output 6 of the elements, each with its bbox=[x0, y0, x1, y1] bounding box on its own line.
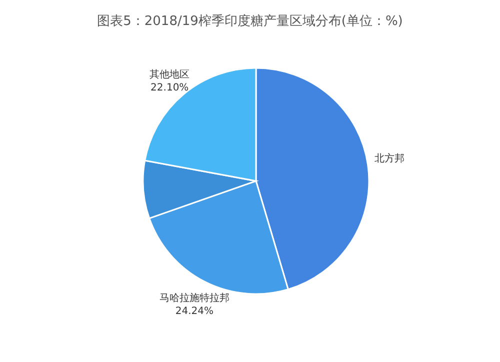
slice-label: 其他地区 bbox=[150, 68, 190, 80]
data-label: 24.24% bbox=[175, 306, 214, 318]
slice-label: 马哈拉施特拉邦 bbox=[159, 292, 230, 304]
data-label: 22.10% bbox=[150, 82, 189, 94]
chart-title: 图表5：2018/19榨季印度糖产量区域分布(单位：%) bbox=[96, 13, 404, 30]
slice-label: 北方邦 bbox=[374, 152, 405, 165]
